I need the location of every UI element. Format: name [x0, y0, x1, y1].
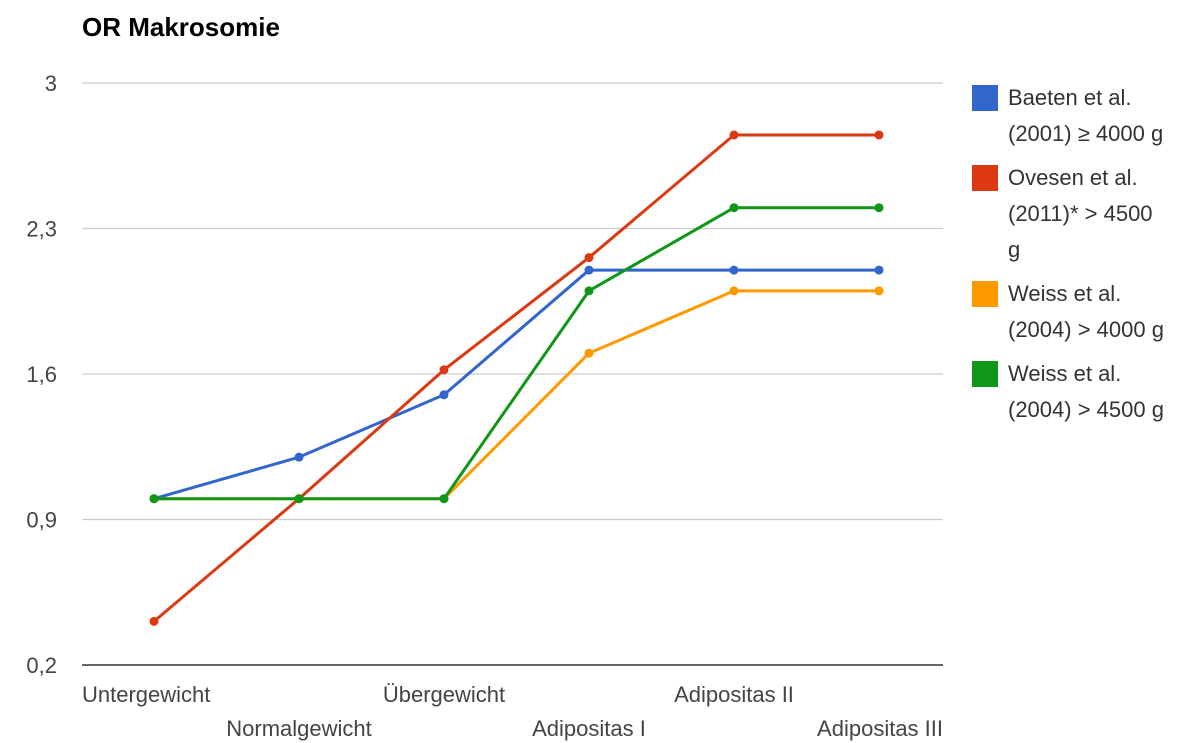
data-point	[874, 265, 884, 275]
data-point	[874, 203, 884, 213]
legend-item: Baeten et al. (2001) ≥ 4000 g	[972, 85, 1163, 146]
data-point	[729, 203, 739, 213]
x-tick-label: Übergewicht	[383, 682, 505, 707]
data-point	[584, 253, 594, 263]
data-point	[149, 494, 159, 504]
data-point	[294, 452, 304, 462]
legend-item: Ovesen et al. (2011)* > 4500 g	[972, 165, 1153, 262]
legend-swatch	[972, 165, 998, 191]
series-layer	[149, 130, 884, 626]
data-point	[294, 494, 304, 504]
legend-item: Weiss et al. (2004) > 4500 g	[972, 361, 1164, 422]
x-tick-label: Adipositas III	[817, 716, 943, 741]
series-line	[152, 206, 881, 501]
y-tick-label: 2,3	[26, 217, 57, 242]
x-tick-label: Normalgewicht	[226, 716, 372, 741]
legend-label: (2011)* > 4500	[1008, 201, 1153, 226]
legend-label: (2004) > 4000 g	[1008, 317, 1164, 342]
y-tick-label: 0,9	[26, 508, 57, 533]
legend-label: (2001) ≥ 4000 g	[1008, 121, 1163, 146]
y-tick-label: 0,2	[26, 653, 57, 678]
legend-label: Weiss et al.	[1008, 281, 1121, 306]
data-point	[874, 130, 884, 140]
x-tick-label: Adipositas I	[532, 716, 646, 741]
data-point	[439, 390, 449, 400]
gridlines	[82, 82, 943, 666]
y-tick-label: 3	[45, 71, 57, 96]
legend-label: g	[1008, 237, 1020, 262]
series-line	[152, 268, 881, 501]
series-3	[149, 203, 884, 504]
data-point	[439, 365, 449, 375]
data-point	[439, 494, 449, 504]
legend-label: (2004) > 4500 g	[1008, 397, 1164, 422]
x-axis-ticks: Untergewicht Normalgewicht Übergewicht Adip…	[82, 682, 943, 741]
data-point	[729, 265, 739, 275]
data-point	[584, 286, 594, 296]
data-point	[874, 286, 884, 296]
series-0	[149, 265, 884, 504]
legend-label: Weiss et al.	[1008, 361, 1121, 386]
legend-label: Baeten et al.	[1008, 85, 1132, 110]
legend-swatch	[972, 85, 998, 111]
data-point	[729, 130, 739, 140]
legend-swatch	[972, 361, 998, 387]
y-tick-label: 1,6	[26, 362, 57, 387]
data-point	[584, 265, 594, 275]
x-tick-label: Untergewicht	[82, 682, 210, 707]
data-point	[149, 616, 159, 626]
data-point	[584, 348, 594, 358]
data-point	[729, 286, 739, 296]
y-axis-ticks: 0,2 0,9 1,6 2,3 3	[26, 71, 57, 678]
x-tick-label: Adipositas II	[674, 682, 794, 707]
legend: Baeten et al. (2001) ≥ 4000 g Ovesen et al…	[972, 85, 1164, 422]
legend-label: Ovesen et al.	[1008, 165, 1138, 190]
chart-title: OR Makrosomie	[82, 12, 280, 42]
legend-swatch	[972, 281, 998, 307]
series-1	[149, 130, 884, 626]
legend-item: Weiss et al. (2004) > 4000 g	[972, 281, 1164, 342]
series-line	[152, 133, 881, 623]
